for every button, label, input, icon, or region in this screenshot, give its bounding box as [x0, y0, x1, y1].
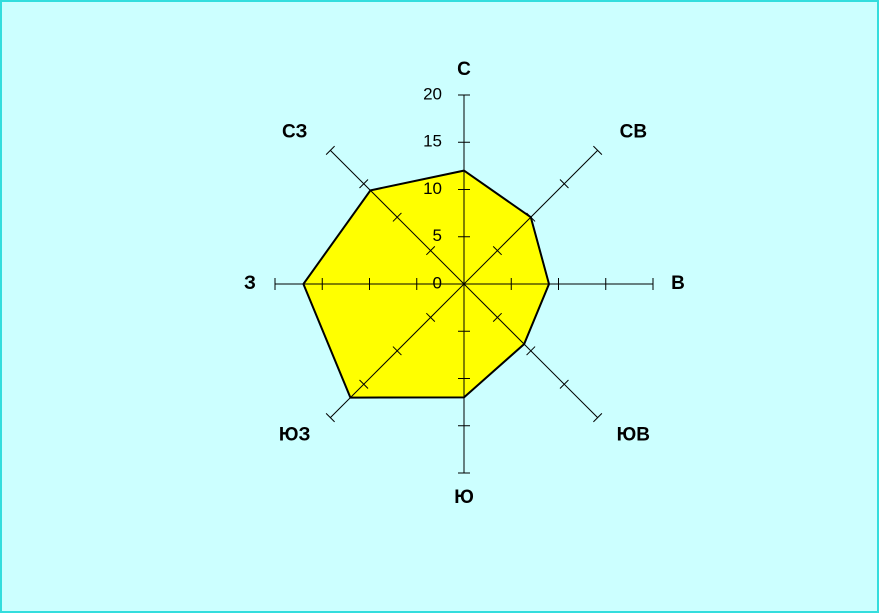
tick-mark — [593, 413, 603, 423]
tick-mark — [492, 312, 503, 323]
tick-label: 0 — [433, 273, 442, 292]
tick-mark — [392, 346, 402, 356]
tick-label: 10 — [423, 179, 442, 198]
axis-category-label: З — [244, 273, 256, 294]
axis-category-label: СВ — [620, 122, 647, 143]
tick-mark — [392, 212, 402, 222]
tick-mark — [559, 179, 569, 189]
tick-mark — [526, 346, 536, 356]
tick-mark — [526, 212, 536, 222]
axis-category-label: Ю — [454, 487, 474, 508]
tick-label: 15 — [423, 132, 442, 151]
tick-mark — [325, 413, 335, 423]
axis-category-label: С — [457, 59, 471, 80]
tick-mark — [492, 245, 503, 256]
axis-category-label: ЮЗ — [279, 424, 311, 445]
axis-category-label: СЗ — [282, 122, 307, 143]
axis-category-label: В — [671, 273, 685, 294]
axis-category-label: ЮВ — [617, 424, 650, 445]
tick-mark — [359, 379, 369, 389]
tick-mark — [425, 312, 436, 323]
tick-mark — [425, 245, 436, 256]
tick-mark — [359, 179, 369, 189]
tick-mark — [593, 145, 603, 155]
tick-mark — [325, 145, 335, 155]
tick-label: 5 — [433, 226, 442, 245]
tick-mark — [559, 379, 569, 389]
tick-label: 20 — [423, 84, 442, 103]
